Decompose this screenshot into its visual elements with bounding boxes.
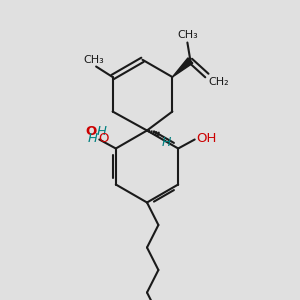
Text: H: H [88,132,98,145]
Text: CH₂: CH₂ [208,77,229,87]
Text: OH: OH [196,132,217,145]
Text: H: H [97,125,107,138]
Text: O: O [98,132,108,145]
Text: CH₃: CH₃ [83,55,104,65]
Polygon shape [172,58,193,77]
Text: O: O [86,125,97,138]
Text: H: H [162,136,171,149]
Text: CH₃: CH₃ [177,30,198,40]
